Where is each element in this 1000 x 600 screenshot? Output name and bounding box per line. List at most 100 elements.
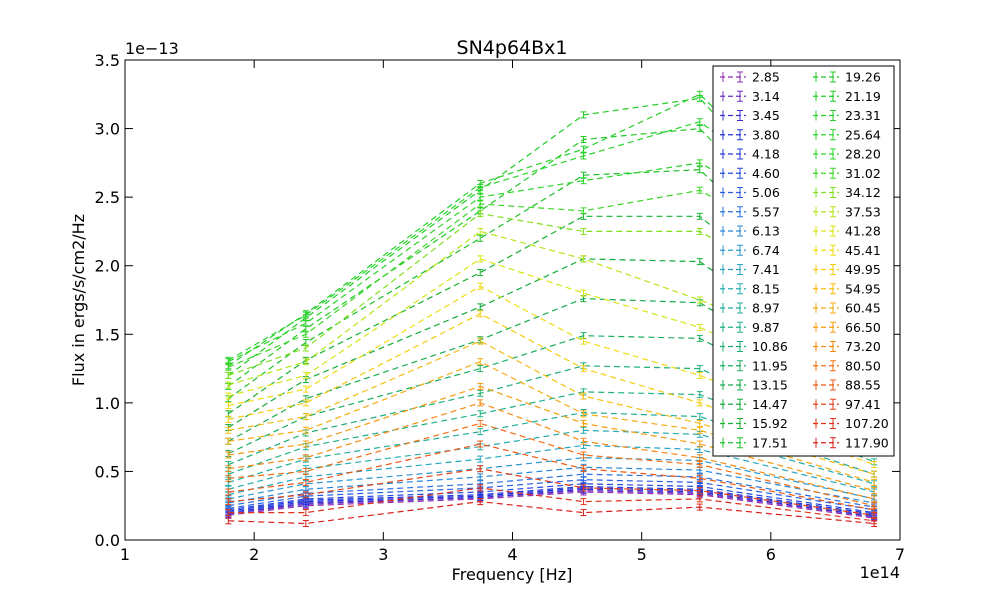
error-bar [580,227,587,235]
error-bar [871,470,878,478]
series-line [228,483,875,514]
error-bar [696,495,703,503]
error-bar [871,495,878,503]
legend-label: 66.50 [845,320,881,335]
legend-label: 3.14 [752,89,780,104]
legend-label: 107.20 [845,416,889,431]
error-bar [477,227,484,235]
y-multiplier-label: 1e−13 [125,39,179,58]
error-bar [477,193,484,201]
error-bar [696,399,703,407]
error-bar [696,474,703,482]
legend-entry: 4.60 [720,166,780,181]
error-bar [225,392,232,400]
legend-label: 9.87 [752,320,780,335]
series-line [228,443,875,511]
error-bar [302,440,309,448]
legend-label: 17.51 [752,435,788,450]
x-multiplier-label: 1e14 [860,563,900,582]
error-bar [477,419,484,427]
legend-entry: 8.15 [720,281,780,296]
legend-label: 73.20 [845,339,881,354]
y-tick-label: 0.0 [95,531,120,550]
chart-title: SN4p64Bx1 [457,37,568,59]
series-line [228,488,875,518]
legend-entry: 3.80 [720,127,780,142]
legend-entry: 60.45 [813,301,881,316]
error-bar [580,451,587,459]
error-bar [696,426,703,434]
legend-label: 80.50 [845,358,881,373]
error-bar [696,413,703,421]
legend-entry: 7.41 [720,262,780,277]
legend-entry: 17.51 [720,435,788,450]
error-bar [696,186,703,194]
series-line [228,489,875,518]
legend-label: 21.19 [845,89,881,104]
y-tick-label: 1.5 [95,325,120,344]
legend-entry: 14.47 [720,397,788,412]
error-bar [580,419,587,427]
error-bar [302,311,309,319]
error-bar [696,454,703,462]
error-bar [696,258,703,266]
legend-entry: 5.57 [720,204,780,219]
error-bar [580,484,587,492]
error-bar [225,381,232,389]
legend-entry: 107.20 [813,416,889,431]
error-bar [302,344,309,352]
error-bar [477,484,484,492]
legend-label: 4.60 [752,166,780,181]
error-bar [225,451,232,459]
error-bar [225,426,232,434]
x-tick-label: 1 [120,545,130,564]
legend-label: 6.13 [752,224,780,239]
y-axis-label: Flux in ergs/s/cm2/Hz [69,214,88,386]
error-bar [871,461,878,469]
error-bar [696,296,703,304]
legend-entry: 37.53 [813,204,881,219]
legend-label: 41.28 [845,224,881,239]
legend-entries: 2.85 3.14 3.45 3.80 4.18 4.60 5.06 5.57 6.13 6.74… [720,70,889,450]
legend-label: 3.80 [752,127,780,142]
error-bar [696,166,703,174]
legend-label: 25.64 [845,127,881,142]
x-tick-label: 4 [507,545,517,564]
error-bar [302,467,309,475]
legend-entry: 4.18 [720,147,780,162]
legend-entry: 13.15 [720,378,788,393]
series-line [228,466,875,504]
error-bar [302,478,309,486]
legend-label: 19.26 [845,70,881,85]
legend-entry: 49.95 [813,262,881,277]
error-bar [580,410,587,418]
error-bar [302,385,309,393]
error-bar [477,269,484,277]
legend-label: 28.20 [845,147,881,162]
legend-entry: 9.87 [720,320,780,335]
error-bar [477,210,484,218]
error-bar [580,437,587,445]
legend-label: 97.41 [845,397,881,412]
error-bar [225,415,232,423]
series-line [228,487,875,522]
legend-label: 8.15 [752,281,780,296]
error-bar [580,111,587,119]
error-bar [477,337,484,345]
error-bar [871,487,878,495]
error-bar [225,402,232,410]
error-bar [696,212,703,220]
error-bar [696,159,703,167]
error-bar [580,392,587,400]
error-bar [696,118,703,126]
error-bar [477,399,484,407]
series-line [227,93,875,367]
x-tick-label: 3 [378,545,388,564]
legend-label: 14.47 [752,397,788,412]
error-bar [477,358,484,366]
error-bar [225,509,232,517]
error-bar [302,520,309,528]
legend-entry: 80.50 [813,358,881,373]
legend-entry: 88.55 [813,378,881,393]
series-line [228,402,875,500]
